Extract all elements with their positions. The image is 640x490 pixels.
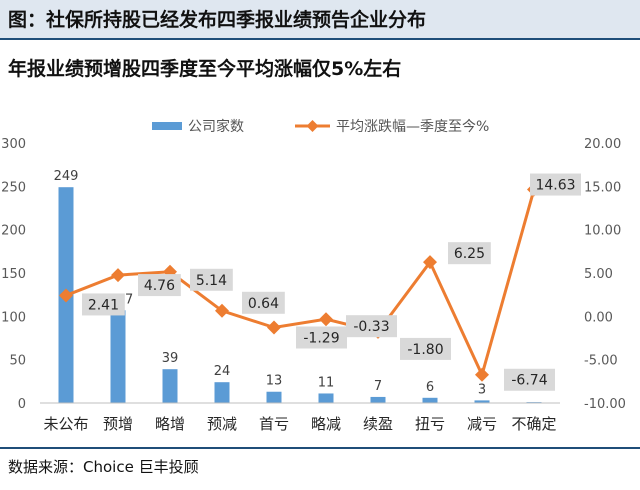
chart-title: 年报业绩预增股四季度至今平均涨幅仅5%左右 bbox=[8, 58, 402, 80]
line-point-未公布 bbox=[59, 288, 73, 303]
x-tick-label: 续盈 bbox=[363, 415, 393, 433]
bar-扭亏 bbox=[422, 397, 438, 403]
line-value-label-box bbox=[82, 293, 125, 316]
line-point-预减 bbox=[215, 303, 229, 318]
left-tick-label: 100 bbox=[1, 310, 26, 325]
line-value-label: -1.29 bbox=[303, 331, 339, 347]
x-axis-labels: 未公布 预增 略增 预减 首亏 略减 续盈 扭亏 减亏 不确定 bbox=[43, 415, 556, 433]
line-value-label-box bbox=[400, 337, 451, 360]
line-value-label-box bbox=[242, 291, 285, 314]
line-value-label: 6.25 bbox=[454, 246, 485, 262]
legend-swatch-marker bbox=[306, 120, 319, 132]
bar-预减 bbox=[214, 382, 230, 403]
x-tick-label: 略减 bbox=[311, 415, 341, 433]
bar-略减 bbox=[318, 393, 334, 403]
line-value-label-box bbox=[138, 274, 181, 297]
right-tick-label: 20.00 bbox=[584, 137, 621, 152]
line-path bbox=[65, 189, 536, 380]
chart-legend: 公司家数 平均涨跌幅—季度至今% bbox=[152, 118, 489, 135]
line-series bbox=[59, 182, 541, 382]
bar-减亏 bbox=[474, 400, 490, 403]
x-tick-label: 未公布 bbox=[43, 415, 88, 433]
left-tick-label: 50 bbox=[9, 354, 26, 369]
bar-value-label: 11 bbox=[318, 375, 335, 390]
line-value-label-box bbox=[530, 173, 581, 196]
right-tick-label: -5.00 bbox=[584, 354, 618, 369]
legend-label-bar: 公司家数 bbox=[188, 118, 244, 135]
bar-value-label: 13 bbox=[266, 374, 283, 389]
source-divider bbox=[0, 447, 640, 449]
line-point-减亏 bbox=[475, 367, 489, 382]
right-axis: 20.00 15.00 10.00 5.00 0.00 -5.00 -10.00 bbox=[584, 137, 626, 412]
line-labels: 2.41 4.76 5.14 0.64 -1.29 -0.33 -1.80 6.25 -6.74… bbox=[82, 173, 581, 391]
line-value-label: -1.80 bbox=[407, 342, 443, 358]
line-point-扭亏 bbox=[423, 255, 437, 270]
line-value-label-box bbox=[448, 242, 491, 265]
x-tick-label: 预减 bbox=[207, 415, 237, 433]
line-value-label: 0.64 bbox=[248, 296, 279, 312]
left-tick-label: 0 bbox=[18, 397, 26, 412]
line-value-label: -0.33 bbox=[353, 319, 389, 335]
bar-首亏 bbox=[266, 391, 282, 403]
line-value-label: -6.74 bbox=[511, 373, 547, 389]
combo-chart: 公司家数 平均涨跌幅—季度至今% 0 50 100 150 200 250 300 20.0… bbox=[1, 118, 626, 433]
bar-value-label: 6 bbox=[426, 380, 434, 395]
line-value-label: 14.63 bbox=[535, 178, 575, 194]
right-tick-label: 10.00 bbox=[584, 224, 621, 239]
x-tick-label: 预增 bbox=[103, 415, 133, 433]
figure-title: 图：社保所持股已经发布四季报业绩预告企业分布 bbox=[0, 0, 640, 40]
bar-value-label: 249 bbox=[54, 169, 79, 184]
left-tick-label: 200 bbox=[1, 224, 26, 239]
right-tick-label: 5.00 bbox=[584, 267, 613, 282]
bar-value-label: 24 bbox=[214, 364, 231, 379]
line-value-label-box bbox=[346, 315, 397, 338]
x-tick-label: 扭亏 bbox=[415, 415, 445, 433]
right-tick-label: -10.00 bbox=[584, 397, 626, 412]
right-tick-label: 0.00 bbox=[584, 310, 613, 325]
x-tick-label: 首亏 bbox=[259, 415, 289, 433]
legend-label-line: 平均涨跌幅—季度至今% bbox=[336, 119, 489, 135]
line-point-预增 bbox=[111, 268, 125, 283]
left-tick-label: 250 bbox=[1, 180, 26, 195]
line-point-略增 bbox=[163, 264, 177, 279]
line-value-label-box bbox=[190, 268, 233, 291]
bar-value-label: 7 bbox=[374, 379, 382, 394]
left-tick-label: 150 bbox=[1, 267, 26, 282]
line-value-label-box bbox=[296, 326, 347, 349]
x-tick-label: 略增 bbox=[155, 415, 185, 433]
x-tick-label: 减亏 bbox=[467, 415, 497, 433]
left-tick-label: 300 bbox=[1, 137, 26, 152]
line-point-首亏 bbox=[267, 320, 281, 335]
legend-swatch-bar bbox=[152, 122, 182, 130]
bar-value-label: 3 bbox=[478, 382, 486, 397]
line-value-label: 4.76 bbox=[144, 278, 175, 294]
bar-略增 bbox=[162, 369, 178, 403]
line-value-label: 2.41 bbox=[88, 297, 119, 313]
x-tick-label: 不确定 bbox=[511, 415, 556, 433]
source-note: 数据来源：Choice 巨丰投顾 bbox=[8, 458, 199, 476]
right-tick-label: 15.00 bbox=[584, 180, 621, 195]
bar-value-label: 39 bbox=[162, 351, 179, 366]
bar-续盈 bbox=[370, 396, 386, 403]
line-point-略减 bbox=[319, 312, 333, 327]
line-value-label: 5.14 bbox=[196, 273, 227, 289]
left-axis: 0 50 100 150 200 250 300 bbox=[1, 137, 26, 412]
line-value-label-box bbox=[504, 368, 555, 391]
bar-预增 bbox=[110, 310, 126, 403]
